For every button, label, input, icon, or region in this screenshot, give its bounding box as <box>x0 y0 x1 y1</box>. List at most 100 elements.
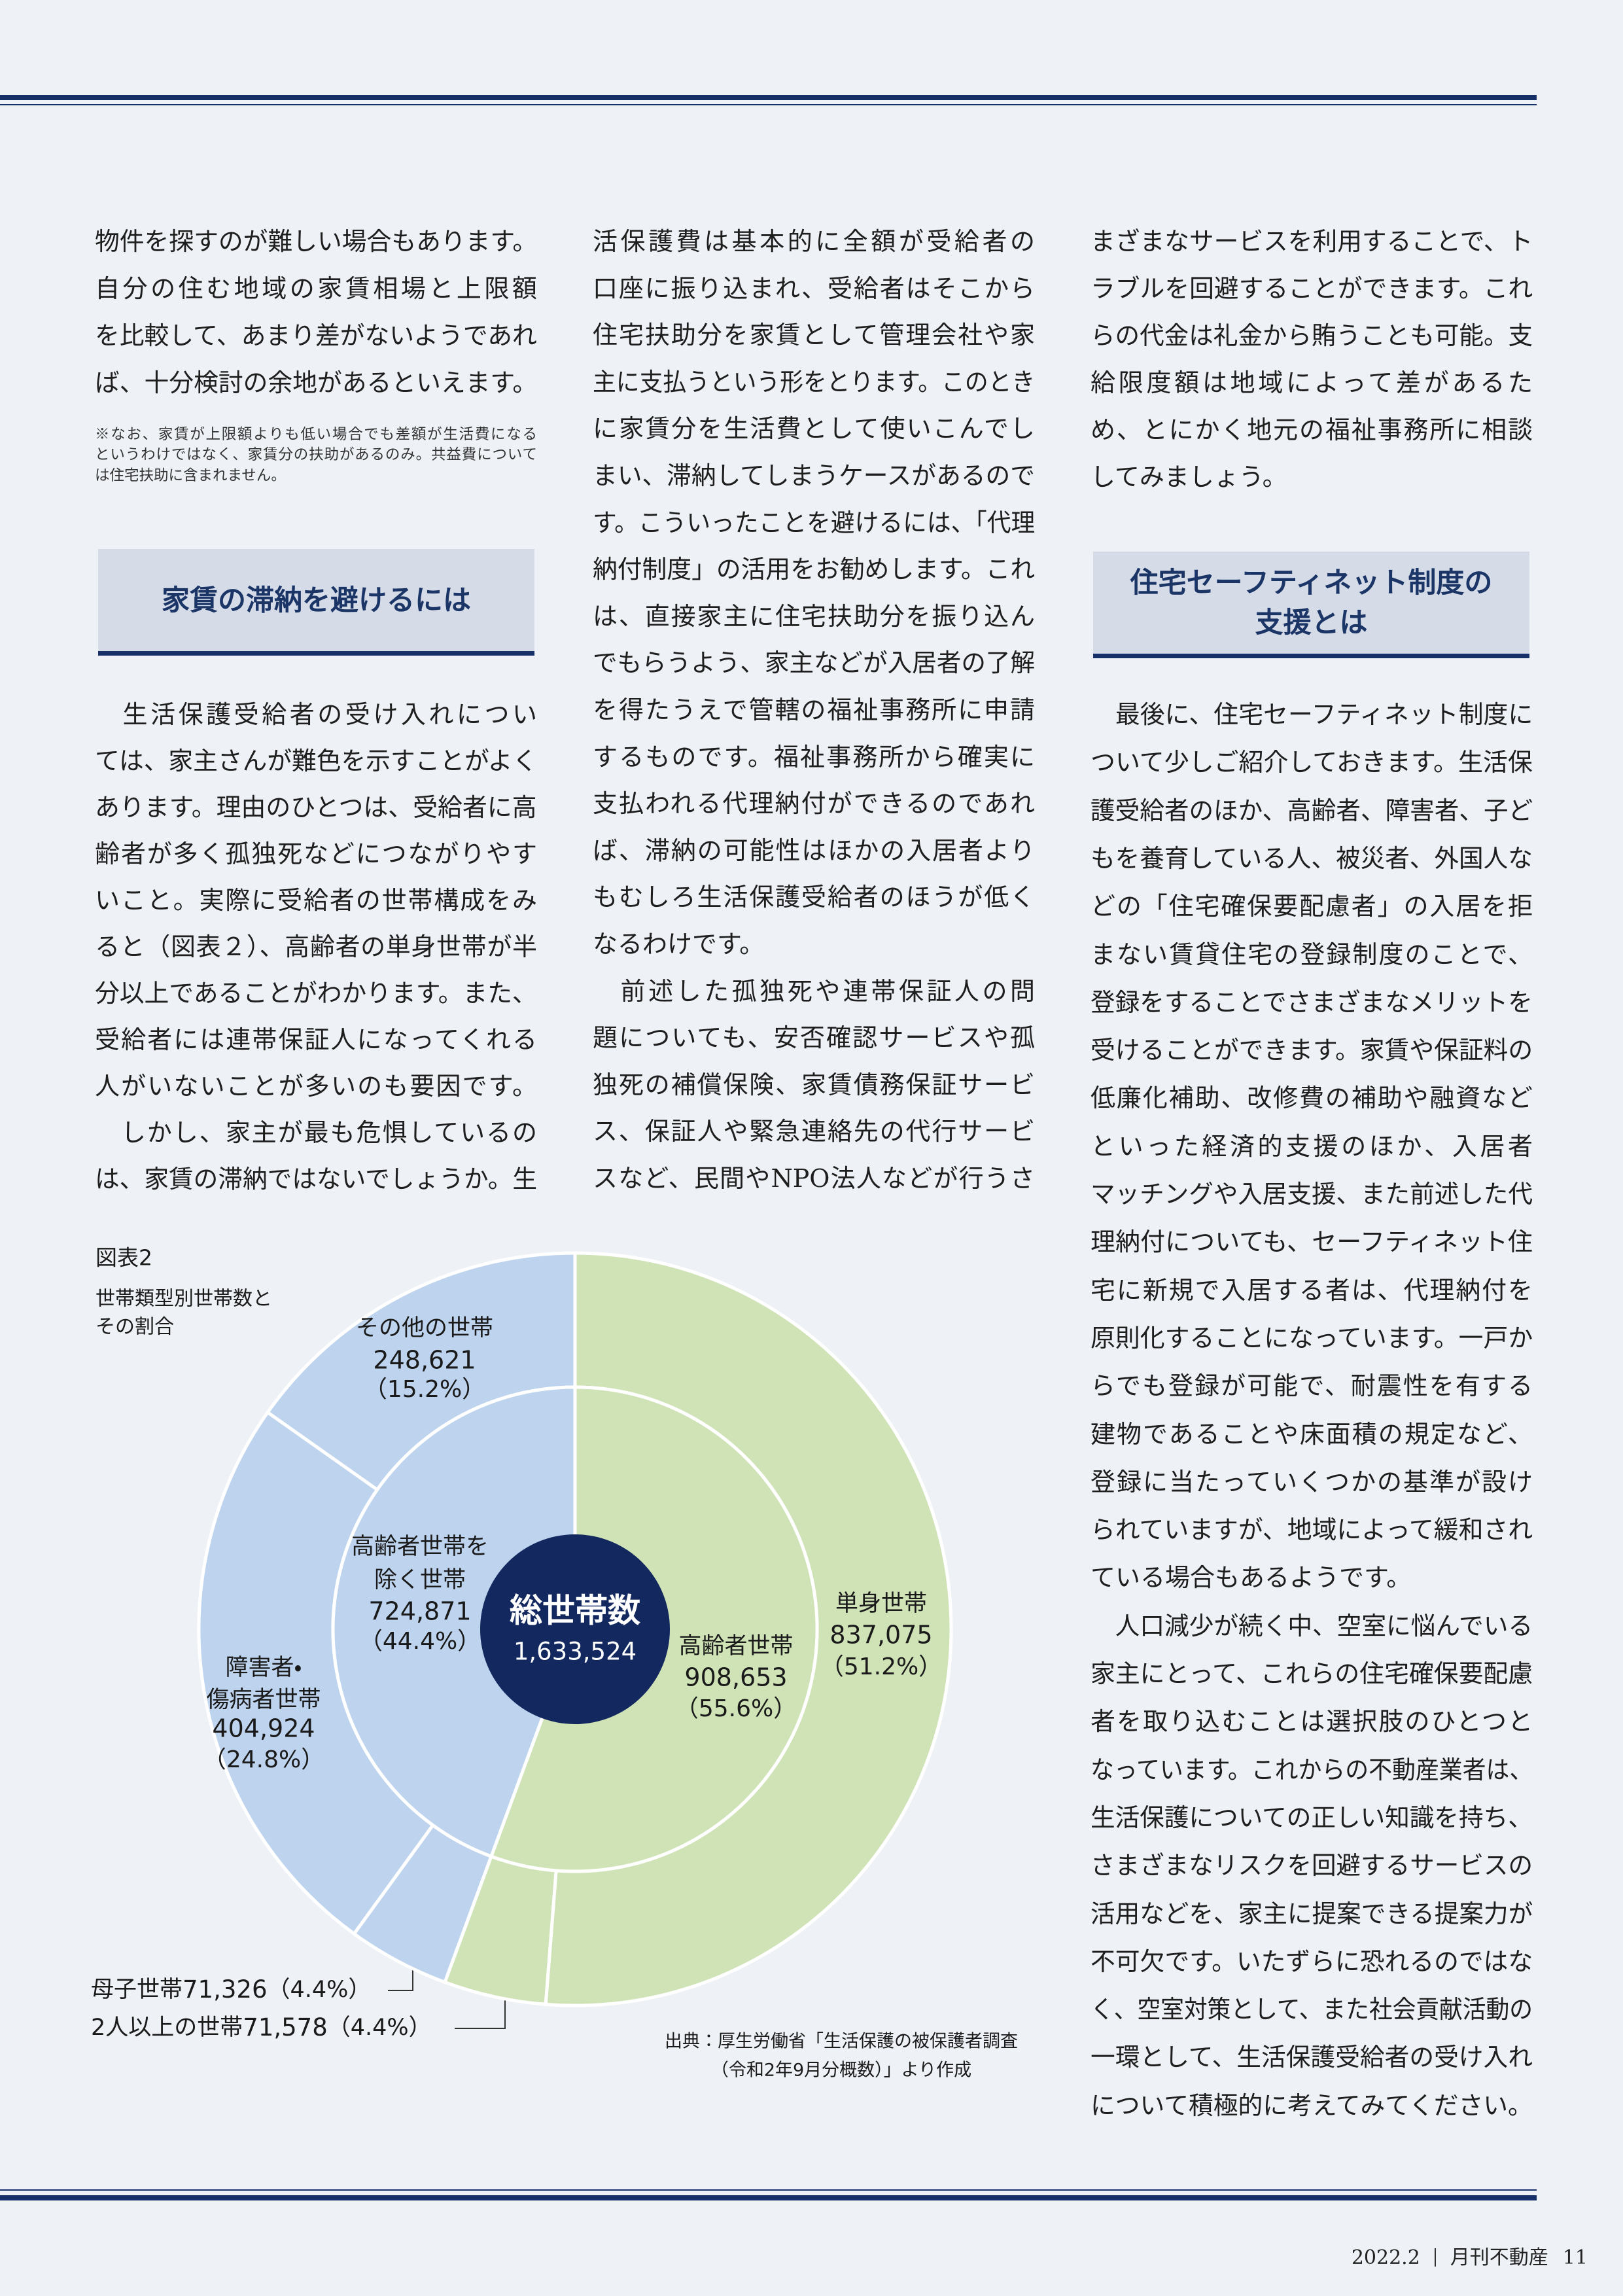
section-heading: 住宅セーフティネット制度の <box>1130 567 1493 599</box>
body-text-line: 受けることができます。家賃や保証料の <box>1091 1036 1533 1065</box>
body-text-line: 生活保護についての正しい知識を持ち、 <box>1091 1803 1533 1832</box>
section-heading-box <box>1093 552 1529 658</box>
chart-source: （令和2年9月分概数）」より作成 <box>711 2060 971 2081</box>
segment-callout: 2人以上の世帯71,578（4.4%） <box>91 2013 432 2041</box>
segment-value: 404,924 <box>212 1714 315 1743</box>
segment-percent: （24.8%） <box>203 1746 324 1773</box>
footnote: ※なお、家賃が上限額よりも低い場合でも差額が生活費になる <box>95 425 537 443</box>
segment-name: 障害者・ <box>226 1655 302 1681</box>
segment-value: 248,621 <box>373 1346 476 1375</box>
chart-subtitle: 世帯類型別世帯数と <box>96 1288 272 1311</box>
body-text-line: 最後に、住宅セーフティネット制度に <box>1091 700 1533 729</box>
body-text-line: 前述した孤独死や連帯保証人の問 <box>593 976 1035 1006</box>
body-text-line: なっています。これからの不動産業者は、 <box>1091 1755 1533 1784</box>
page-number: 11 <box>1562 2246 1588 2269</box>
body-text-line: といった経済的支援のほか、入居者 <box>1091 1131 1533 1161</box>
bottom-rule <box>0 2195 1537 2200</box>
segment-name: 単身世帯 <box>835 1591 927 1617</box>
bottom-rule-thin <box>0 2189 1537 2191</box>
body-text-line: 活保護費は基本的に全額が受給者の <box>593 227 1035 256</box>
section-heading: 支援とは <box>1255 607 1368 639</box>
body-text-line: あります。理由のひとつは、受給者に高 <box>95 793 537 822</box>
body-text-line: 活用などを、家主に提案できる提案力が <box>1091 1899 1533 1928</box>
footer: 2022.2 月刊不動産 11 <box>1352 2241 1588 2270</box>
body-text-line: 人がいないことが多いのも要因です。 <box>95 1072 537 1101</box>
body-text-line: 住宅扶助分を家賃として管理会社や家 <box>593 321 1035 350</box>
segment-name: 2人以上の世帯 <box>91 2015 243 2041</box>
body-text-line: さまざまなリスクを回避するサービスの <box>1091 1851 1533 1881</box>
body-text-line: 分以上であることがわかります。また、 <box>95 979 537 1008</box>
body-text-line: 給限度額は地域によって差があるた <box>1091 368 1533 397</box>
chart-subtitle: その割合 <box>96 1316 174 1339</box>
body-text-line: は、直接家主に住宅扶助分を振り込ん <box>593 601 1035 631</box>
segment-value: 71,578 <box>243 2013 327 2041</box>
body-text-line: 生活保護受給者の受け入れについ <box>95 700 537 729</box>
body-text-line: まい、滞納してしまうケースがあるので <box>593 461 1035 490</box>
body-text-line: もを養育している人、被災者、外国人な <box>1091 843 1533 873</box>
footnote: は住宅扶助に含まれません。 <box>95 467 286 484</box>
body-text-line: なるわけです。 <box>593 930 765 959</box>
segment-name: 高齢者世帯を <box>351 1534 489 1560</box>
body-text-line: 齢者が多く孤独死などにつながりやす <box>95 839 537 868</box>
magazine-name: 月刊不動産 <box>1450 2246 1548 2269</box>
body-text-line: 登録をすることでさまざまなメリットを <box>1091 987 1533 1017</box>
section-heading-box <box>98 549 534 656</box>
segment-value: 837,075 <box>829 1621 932 1650</box>
segment-percent: （44.4%） <box>359 1628 481 1655</box>
body-text-line: 主に支払うという形をとります。このとき <box>593 367 1036 397</box>
body-text-line: 物件を探すのが難しい場合もあります。 <box>95 227 538 256</box>
body-text-line: ついて少しご紹介しておきます。生活保 <box>1091 748 1533 777</box>
body-text-line: 低廉化補助、改修費の補助や融資など <box>1091 1084 1533 1113</box>
body-text-line: 宅に新規で入居する者は、代理納付を <box>1091 1275 1533 1305</box>
body-text-line: するものです。福祉事務所から確実に <box>593 742 1035 771</box>
segment-name: 傷病者世帯 <box>206 1687 321 1713</box>
body-text-line: られていますが、地域によって緩和され <box>1091 1515 1533 1545</box>
body-text-line: 支払われる代理納付ができるのであれ <box>593 789 1035 819</box>
top-rule <box>0 95 1537 100</box>
body-text-line: 原則化することになっています。一戸か <box>1091 1323 1533 1352</box>
body-text-line: 護受給者のほか、高齢者、障害者、子ど <box>1091 796 1533 825</box>
body-text-line: ば、滞納の可能性はほかの入居者より <box>593 836 1035 865</box>
segment-value: 724,871 <box>368 1597 471 1626</box>
segment-name: 除く世帯 <box>374 1567 466 1593</box>
separator <box>1434 2248 1436 2267</box>
segment-percent: （4.4%） <box>267 1977 371 2003</box>
segment-value: 908,653 <box>684 1663 787 1692</box>
body-text-line: ては、家主さんが難色を示すことがよく <box>95 747 538 775</box>
body-text-line: ている場合もあるようです。 <box>1091 1563 1412 1593</box>
body-text-line: マッチングや入居支援、また前述した代 <box>1091 1180 1533 1209</box>
body-text-line: を得たうえで管轄の福祉事務所に申請 <box>593 696 1035 724</box>
body-text-line: まざまなサービスを利用することで、ト <box>1091 227 1533 256</box>
body-text-line: 者を取り込むことは選択肢のひとつと <box>1091 1707 1533 1737</box>
body-text-line: 自分の住む地域の家賃相場と上限額 <box>95 274 537 303</box>
body-text-line: 題についても、安否確認サービスや孤 <box>593 1023 1035 1053</box>
chart-title: 図表2 <box>96 1245 152 1271</box>
body-text-line: らでも登録が可能で、耐震性を有する <box>1091 1371 1533 1401</box>
body-text-line: ラブルを回避することができます。これ <box>1091 274 1533 303</box>
body-text-line: ると（図表２）、高齢者の単身世帯が半 <box>95 932 537 961</box>
body-text-line: す。こういったことを避けるには、「代理 <box>593 508 1036 537</box>
section-heading: 家賃の滞納を避けるには <box>162 584 471 617</box>
center-value: 1,633,524 <box>514 1638 637 1666</box>
body-text-line: について積極的に考えてみてください。 <box>1091 2091 1533 2120</box>
segment-percent: （55.6%） <box>675 1695 797 1722</box>
chart-source: 出典：厚生労働省「生活保護の被保護者調査 <box>665 2032 1018 2052</box>
body-text-line: は、家賃の滞納ではないでしょうか。生 <box>95 1165 538 1193</box>
segment-name: その他の世帯 <box>356 1315 493 1341</box>
body-text-line: でもらうよう、家主などが入居者の了解 <box>593 648 1036 678</box>
body-text-line: 一環として、生活保護受給者の受け入れ <box>1091 2043 1533 2072</box>
inner-segment <box>331 1385 577 1859</box>
center-circle <box>480 1534 670 1724</box>
body-text-line: いこと。実際に受給者の世帯構成をみ <box>95 886 537 915</box>
center-label: 総世帯数 <box>510 1592 640 1630</box>
segment-percent: （51.2%） <box>820 1653 942 1680</box>
segment-percent: （15.2%） <box>364 1376 485 1403</box>
segment-name: 母子世帯 <box>91 1977 183 2003</box>
body-text-line: に家賃分を生活費として使いこんでし <box>593 414 1035 444</box>
body-text-line: を比較して、あまり差がないようであれ <box>95 321 537 350</box>
body-text-line: 家主にとって、これらの住宅確保要配慮 <box>1091 1659 1533 1688</box>
body-text-line: 理納付についても、セーフティネット住 <box>1091 1227 1533 1257</box>
body-text-line: ば、十分検討の余地があるといえます。 <box>95 368 538 397</box>
body-text-line: 建物であることや床面積の規定など、 <box>1091 1419 1533 1449</box>
